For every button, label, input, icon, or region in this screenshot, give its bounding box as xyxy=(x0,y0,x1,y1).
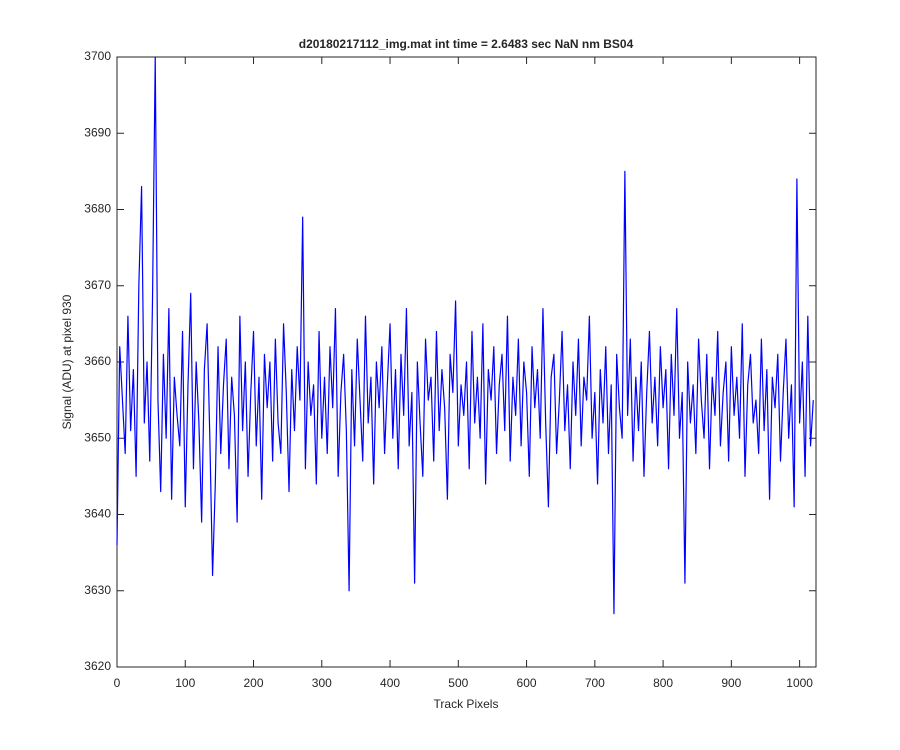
x-tick-label: 700 xyxy=(585,676,605,690)
y-tick-label: 3690 xyxy=(84,125,111,139)
x-tick-label: 500 xyxy=(448,676,468,690)
chart-title: d20180217112_img.mat int time = 2.6483 s… xyxy=(299,37,634,51)
data-line xyxy=(116,56,814,615)
y-tick-label: 3630 xyxy=(84,583,111,597)
x-tick-label: 400 xyxy=(380,676,400,690)
y-tick-label: 3660 xyxy=(84,354,111,368)
x-tick-label: 900 xyxy=(721,676,741,690)
x-tick-label: 100 xyxy=(175,676,195,690)
y-tick-label: 3640 xyxy=(84,507,111,521)
y-tick-label: 3620 xyxy=(84,659,111,673)
y-tick-label: 3650 xyxy=(84,430,111,444)
x-tick-label: 600 xyxy=(517,676,537,690)
y-tick-label: 3670 xyxy=(84,278,111,292)
x-tick-label: 800 xyxy=(653,676,673,690)
x-tick-label: 200 xyxy=(244,676,264,690)
y-axis-label: Signal (ADU) at pixel 930 xyxy=(60,294,74,429)
y-tick-label: 3700 xyxy=(84,49,111,63)
x-tick-label: 300 xyxy=(312,676,332,690)
x-tick-label: 0 xyxy=(114,676,121,690)
x-tick-label: 1000 xyxy=(786,676,813,690)
y-tick-label: 3680 xyxy=(84,202,111,216)
x-axis-label: Track Pixels xyxy=(434,697,499,711)
